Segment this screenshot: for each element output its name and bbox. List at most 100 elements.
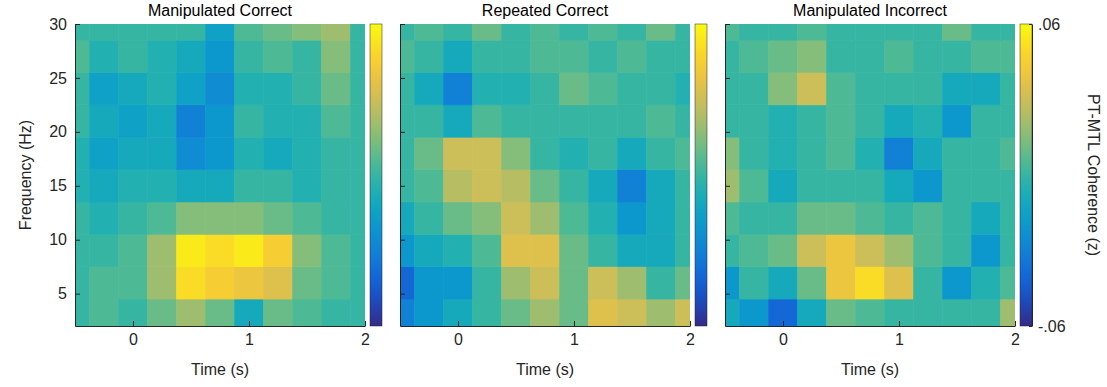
heatmap-cell: [90, 24, 119, 40]
heatmap-cell: [351, 24, 366, 40]
heatmap-cell: [725, 299, 740, 326]
heatmap-cell: [885, 202, 914, 234]
heatmap-cell: [856, 202, 885, 234]
y-tick: 25: [49, 70, 80, 87]
y-axis-line: [725, 25, 726, 327]
heatmap-cell: [473, 105, 502, 137]
y-tick: [725, 294, 730, 295]
heatmap-cell: [827, 234, 856, 266]
heatmap-cell: [235, 73, 264, 105]
x-tick: 1: [895, 321, 904, 348]
heatmap-cell: [206, 202, 235, 234]
y-tick: 20: [49, 123, 80, 140]
heatmap-cell: [676, 24, 691, 40]
y-tick-mark: [400, 294, 405, 295]
x-tick-label: 1: [245, 331, 254, 348]
colorbar-tick-mark: [1029, 326, 1032, 327]
heatmap-cell: [647, 202, 676, 234]
heatmap-cell: [400, 73, 415, 105]
colorbar-tick: .06: [1029, 16, 1060, 33]
heatmap-cell: [293, 105, 322, 137]
heatmap-cell: [676, 105, 691, 137]
heatmap-cell: [531, 137, 560, 169]
y-tick: [725, 186, 730, 187]
heatmap-cell: [647, 137, 676, 169]
heatmap-cell: [473, 24, 502, 40]
heatmap-cell: [322, 40, 351, 72]
heatmap-cell: [914, 24, 943, 40]
heatmap-cell: [400, 202, 415, 234]
heatmap-cell: [560, 137, 589, 169]
heatmap-cell: [531, 202, 560, 234]
y-tick-label: 25: [49, 70, 67, 87]
heatmap-cell: [740, 170, 769, 202]
x-axis-line: [401, 326, 691, 327]
heatmap-cell: [769, 299, 798, 326]
heatmap-cell: [502, 24, 531, 40]
heatmap-cell: [589, 137, 618, 169]
heatmap-cell: [972, 170, 1001, 202]
heatmap-cell: [148, 73, 177, 105]
heatmap-cell: [827, 137, 856, 169]
heatmap-cell: [351, 40, 366, 72]
y-tick-mark: [725, 132, 730, 133]
heatmap-cell: [264, 170, 293, 202]
heatmap-cell: [400, 234, 415, 266]
heatmap-cell: [351, 299, 366, 326]
heatmap-cells: [400, 24, 690, 326]
y-tick-mark: [75, 294, 80, 295]
heatmap-cell: [206, 105, 235, 137]
heatmap-cell: [322, 234, 351, 266]
colorbar-tick-label: .06: [1038, 16, 1060, 33]
heatmap-cell: [798, 105, 827, 137]
heatmap-cell: [943, 267, 972, 299]
heatmap-cell: [1001, 299, 1016, 326]
y-tick-mark: [725, 78, 730, 79]
heatmap-cell: [914, 202, 943, 234]
heatmap-cell: [740, 202, 769, 234]
heatmap-cell: [531, 73, 560, 105]
heatmap-cell: [725, 202, 740, 234]
x-tick: 2: [686, 321, 695, 348]
y-tick: [400, 240, 405, 241]
heatmap-cell: [235, 105, 264, 137]
y-tick: [725, 240, 730, 241]
heatmap-cell: [293, 170, 322, 202]
heatmap-cell: [769, 73, 798, 105]
heatmap-cell: [293, 24, 322, 40]
heatmap-cell: [769, 234, 798, 266]
heatmap-cell: [943, 40, 972, 72]
heatmap-cell: [647, 234, 676, 266]
heatmap-cell: [914, 105, 943, 137]
heatmap-cell: [827, 24, 856, 40]
y-tick-mark: [725, 240, 730, 241]
heatmap-cell: [293, 234, 322, 266]
heatmap-cell: [856, 24, 885, 40]
heatmap-cell: [560, 202, 589, 234]
x-tick: 2: [361, 321, 370, 348]
heatmap-cell: [235, 267, 264, 299]
heatmap-cell: [502, 170, 531, 202]
heatmap-cell: [618, 170, 647, 202]
heatmap-cell: [972, 73, 1001, 105]
heatmap-cell: [444, 299, 473, 326]
heatmap-cell: [1001, 170, 1016, 202]
colorbar: [370, 24, 382, 326]
heatmap-cell: [502, 234, 531, 266]
heatmap-cell: [351, 170, 366, 202]
y-axis: [725, 25, 730, 327]
y-tick: [400, 186, 405, 187]
heatmap-cell: [798, 202, 827, 234]
heatmap-cell: [148, 24, 177, 40]
heatmap-cell: [972, 234, 1001, 266]
heatmap-cell: [351, 137, 366, 169]
heatmap-cell: [400, 137, 415, 169]
heatmap-cell: [560, 299, 589, 326]
heatmap-cell: [798, 73, 827, 105]
heatmap-cell: [322, 137, 351, 169]
heatmap-cell: [885, 24, 914, 40]
heatmap-cell: [322, 170, 351, 202]
heatmap-cell: [725, 73, 740, 105]
heatmap-cell: [914, 73, 943, 105]
y-tick-label: 20: [49, 123, 67, 140]
